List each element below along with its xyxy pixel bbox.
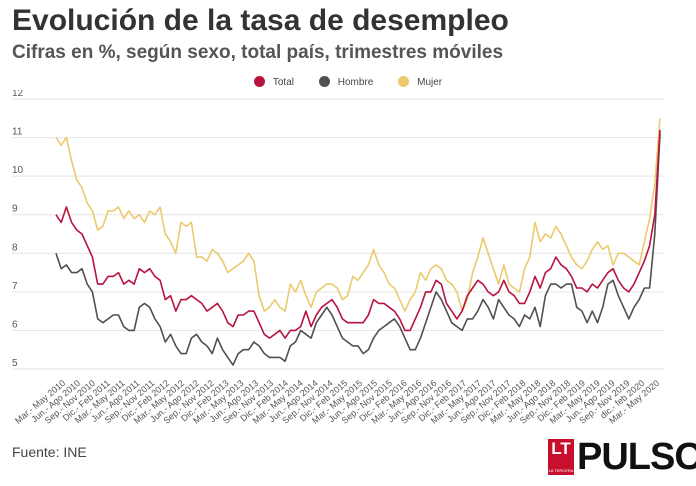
- y-tick-label-10: 10: [12, 165, 24, 176]
- series-line-total: [55, 129, 661, 339]
- series-line-mujer: [55, 118, 661, 312]
- legend-swatch-mujer: [398, 76, 410, 87]
- la-tercera-mark: LT LA TERCERA: [548, 439, 574, 475]
- y-tick-label-7: 7: [12, 281, 18, 292]
- y-tick-label-9: 9: [12, 204, 18, 215]
- legend-item-total[interactable]: Total: [253, 76, 294, 88]
- pulso-wordmark: PULSO: [577, 436, 696, 478]
- y-tick-label-11: 11: [12, 127, 23, 138]
- legend-label-mujer: Mujer: [417, 77, 443, 88]
- legend-item-mujer[interactable]: Mujer: [398, 76, 442, 88]
- legend-label-hombre: Hombre: [337, 77, 374, 88]
- y-tick-label-8: 8: [12, 242, 18, 253]
- page-title: Evolución de la tasa de desempleo: [12, 4, 509, 37]
- pulso-logo: LT LA TERCERA PULSO: [548, 438, 696, 476]
- legend-item-hombre[interactable]: Hombre: [318, 76, 374, 88]
- source-note: Fuente: INE: [12, 444, 87, 460]
- legend-swatch-total: [253, 76, 265, 87]
- y-tick-label-6: 6: [12, 319, 18, 330]
- legend-swatch-hombre: [318, 76, 330, 87]
- series-line-hombre: [55, 133, 661, 366]
- page-subtitle: Cifras en %, según sexo, total país, tri…: [12, 42, 504, 63]
- y-tick-label-5: 5: [12, 358, 18, 369]
- chart-legend: Total Hombre Mujer: [0, 76, 696, 88]
- y-tick-label-12: 12: [12, 90, 24, 99]
- legend-label-total: Total: [272, 77, 294, 88]
